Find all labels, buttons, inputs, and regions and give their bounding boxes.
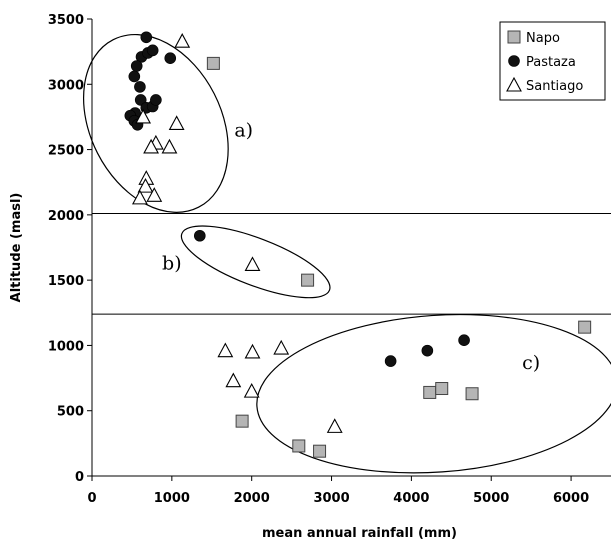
point-santiago xyxy=(146,187,163,202)
point-santiago xyxy=(174,33,191,48)
legend: Napo Pastaza Santiago xyxy=(499,21,606,101)
group-ellipse-1 xyxy=(82,33,229,213)
y-axis-label: Altitude (masl) xyxy=(9,193,24,303)
point-napo xyxy=(578,320,592,334)
point-santiago xyxy=(168,115,185,131)
y-tick-label: 500 xyxy=(57,405,84,420)
point-pastaza xyxy=(164,52,177,64)
axes xyxy=(87,18,611,481)
x-tick-label: 1000 xyxy=(154,491,190,506)
legend-label-pastaza: Pastaza xyxy=(526,55,576,70)
point-napo xyxy=(292,439,306,453)
legend-label-napo: Napo xyxy=(526,31,560,46)
group-annotations: a) b) c) xyxy=(162,120,540,374)
legend-marker-napo xyxy=(507,30,521,44)
point-pastaza xyxy=(146,44,159,57)
point-santiago xyxy=(161,138,178,154)
y-tick-label: 1000 xyxy=(48,339,84,354)
y-tick-label: 1500 xyxy=(48,274,84,289)
series-santiago xyxy=(131,33,343,433)
group-ellipses xyxy=(82,33,611,474)
point-santiago xyxy=(131,189,148,205)
y-tick-label: 3500 xyxy=(48,13,84,28)
point-santiago xyxy=(137,177,154,193)
point-santiago xyxy=(273,339,290,355)
point-pastaza xyxy=(130,60,143,72)
point-santiago xyxy=(326,418,343,433)
legend-label-santiago: Santiago xyxy=(526,79,583,94)
x-tick-label: 2000 xyxy=(234,491,270,506)
x-tick-label: 0 xyxy=(87,491,96,506)
x-tick-label: 4000 xyxy=(393,491,429,506)
point-napo xyxy=(435,382,449,396)
y-tick-label: 0 xyxy=(75,470,84,485)
x-tick-label: 5000 xyxy=(473,491,509,506)
point-pastaza xyxy=(384,355,397,367)
point-napo xyxy=(465,387,479,401)
x-tick-label: 3000 xyxy=(313,491,349,506)
x-axis-label: mean annual rainfall (mm) xyxy=(262,526,457,541)
point-pastaza xyxy=(140,31,153,44)
point-santiago xyxy=(143,138,160,154)
point-napo xyxy=(301,273,315,287)
point-napo xyxy=(423,385,437,399)
x-tick-label: 6000 xyxy=(553,491,589,506)
point-santiago xyxy=(244,256,261,272)
point-pastaza xyxy=(134,81,146,93)
point-pastaza xyxy=(128,70,141,83)
point-santiago xyxy=(244,343,261,359)
data-points xyxy=(124,31,592,458)
group-ellipse-3 xyxy=(256,313,611,474)
point-napo xyxy=(313,444,327,458)
y-tick-label: 2000 xyxy=(48,209,84,224)
legend-marker-pastaza xyxy=(508,55,520,67)
group-label-3: c) xyxy=(522,352,540,374)
point-santiago xyxy=(225,372,242,388)
series-napo xyxy=(206,56,592,458)
y-tick-label: 3000 xyxy=(48,78,84,93)
point-santiago xyxy=(135,108,152,124)
point-pastaza xyxy=(193,229,206,242)
point-santiago xyxy=(217,342,234,358)
point-santiago xyxy=(243,382,260,398)
legend-marker-santiago xyxy=(506,76,522,92)
point-napo xyxy=(235,414,249,428)
point-pastaza xyxy=(134,94,147,106)
point-napo xyxy=(206,56,220,70)
tick-labels: 0 1000 2000 3000 4000 5000 6000 0 500 1000 1500 200… xyxy=(48,13,589,506)
point-pastaza xyxy=(421,344,434,357)
group-label-1: a) xyxy=(234,120,253,142)
group-label-2: b) xyxy=(162,253,182,275)
y-tick-label: 2500 xyxy=(48,144,84,159)
group-ellipse-2 xyxy=(180,225,331,299)
reference-lines xyxy=(92,213,611,315)
point-pastaza xyxy=(150,94,162,106)
point-pastaza xyxy=(458,334,470,347)
